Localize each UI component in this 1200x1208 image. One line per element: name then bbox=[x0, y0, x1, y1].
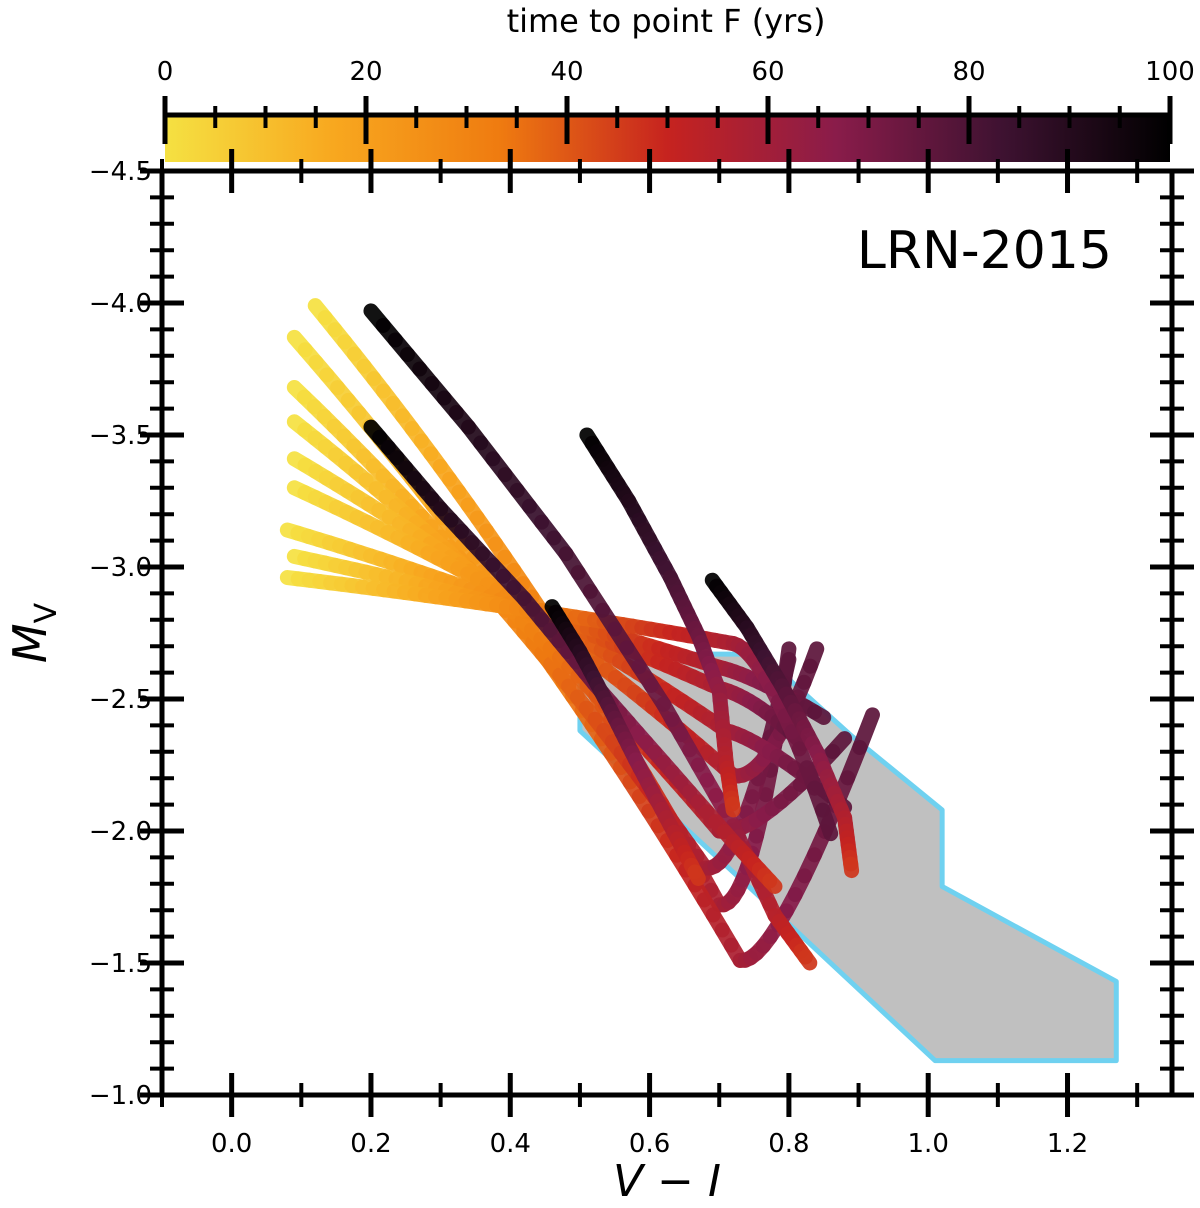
colorbar-tick-label: 0 bbox=[157, 57, 174, 87]
x-tick-label: 1.2 bbox=[1047, 1129, 1088, 1159]
colorbar-ticks bbox=[162, 96, 1173, 144]
y-axis-label-sub: V bbox=[29, 602, 64, 623]
colorbar-tick-label: 100 bbox=[1145, 57, 1195, 87]
y-tick-label: −1.5 bbox=[89, 949, 152, 979]
track-segment bbox=[843, 856, 860, 879]
colorbar-tick-label: 80 bbox=[952, 57, 985, 87]
late-track bbox=[544, 599, 706, 887]
x-axis-ticks bbox=[160, 149, 1140, 1117]
y-tick-label: −4.0 bbox=[89, 289, 152, 319]
x-axis-label: V − I bbox=[613, 1156, 721, 1207]
x-tick-label: 0.6 bbox=[629, 1129, 670, 1159]
track-segment bbox=[797, 949, 818, 971]
track-segment bbox=[807, 704, 832, 725]
colorbar: time to point F (yrs) 0 20 40 60 80 100 bbox=[157, 2, 1195, 162]
colorbar-tick-labels: 0 20 40 60 80 100 bbox=[157, 57, 1195, 87]
x-tick-label: 0.8 bbox=[768, 1129, 809, 1159]
svg-text:MV: MV bbox=[3, 602, 64, 663]
y-tick-label: −3.0 bbox=[89, 553, 152, 583]
plot-frame bbox=[159, 168, 1175, 1098]
colorbar-tick-label: 60 bbox=[751, 57, 784, 87]
x-tick-label: 1.0 bbox=[908, 1129, 949, 1159]
late-track bbox=[704, 572, 860, 879]
late-track bbox=[363, 419, 783, 894]
y-axis-ticks bbox=[140, 168, 1194, 1098]
plot-area: 0.0 0.2 0.4 0.6 0.8 1.0 1.2 −4.5 −4.0 −3.5 −3.0 −2… bbox=[89, 149, 1194, 1159]
x-tick-label: 0.0 bbox=[211, 1129, 252, 1159]
x-tick-label: 0.4 bbox=[490, 1129, 531, 1159]
y-tick-label: −4.5 bbox=[89, 157, 152, 187]
track-segment bbox=[724, 796, 741, 818]
colorbar-tick-label: 20 bbox=[349, 57, 382, 87]
y-axis-label-main: M bbox=[3, 623, 57, 663]
y-tick-label: −1.0 bbox=[89, 1081, 152, 1111]
y-tick-label: −2.5 bbox=[89, 685, 152, 715]
y-tick-labels: −4.5 −4.0 −3.5 −3.0 −2.5 −2.0 −1.5 −1.0 bbox=[89, 157, 152, 1111]
track-segment bbox=[802, 641, 825, 674]
track-segment bbox=[852, 707, 880, 755]
y-tick-label: −2.0 bbox=[89, 817, 152, 847]
x-tick-labels: 0.0 0.2 0.4 0.6 0.8 1.0 1.2 bbox=[211, 1129, 1088, 1159]
track-segment bbox=[687, 864, 706, 887]
track-segment bbox=[825, 731, 853, 759]
evolutionary-tracks bbox=[279, 298, 880, 971]
y-tick-label: −3.5 bbox=[89, 421, 152, 451]
x-tick-label: 0.2 bbox=[350, 1129, 391, 1159]
late-track bbox=[579, 427, 741, 818]
track-segment bbox=[814, 802, 839, 842]
panel-annotation: LRN-2015 bbox=[857, 221, 1112, 281]
colorbar-tick-label: 40 bbox=[550, 57, 583, 87]
y-axis-label: MV bbox=[3, 602, 64, 663]
track-segment bbox=[762, 873, 783, 894]
colorbar-title: time to point F (yrs) bbox=[507, 2, 826, 40]
colorbar-minor-ticks bbox=[213, 106, 1122, 128]
